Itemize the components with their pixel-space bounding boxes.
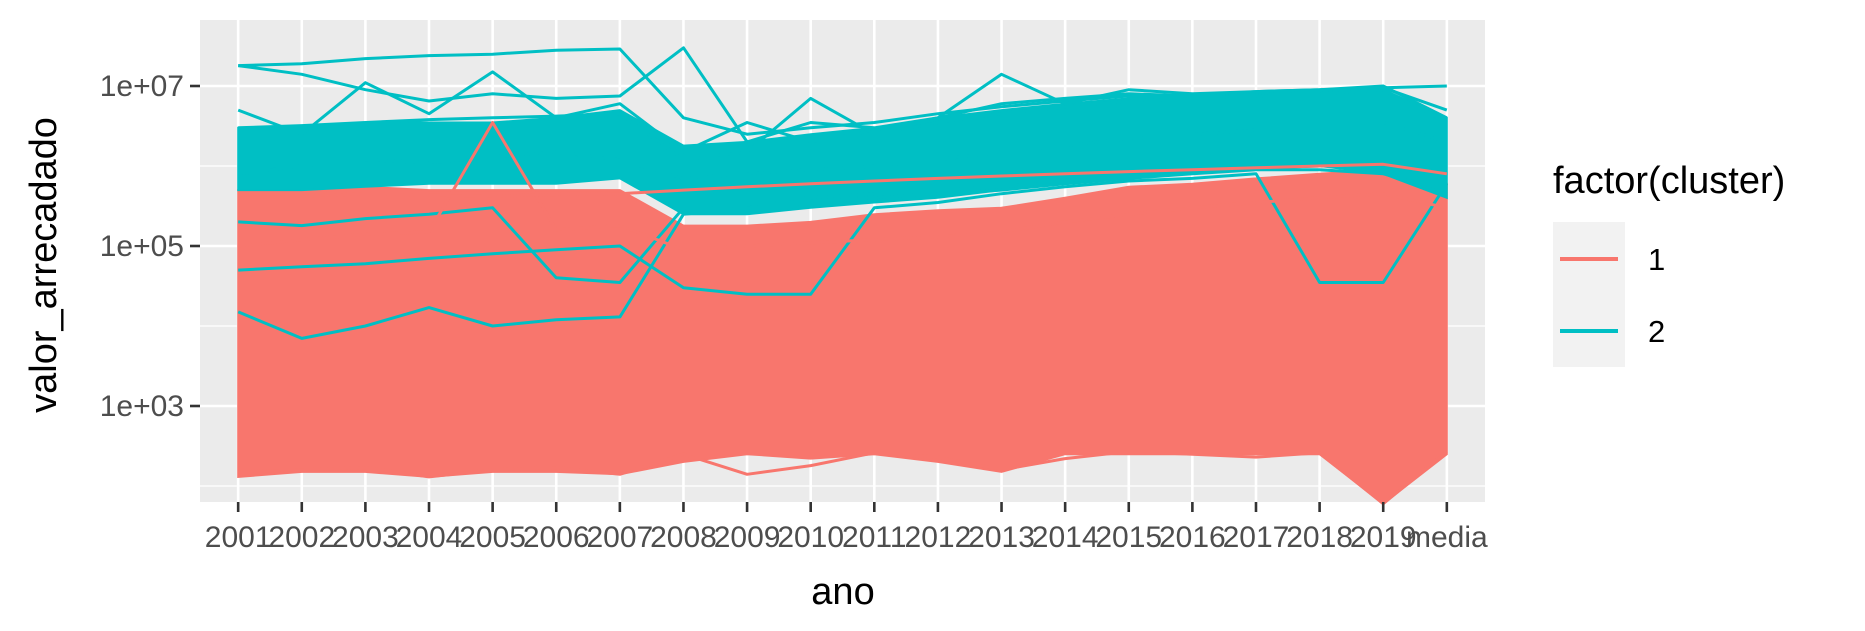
x-tick-label: 2004 — [396, 521, 463, 554]
x-tick-label: 2013 — [968, 521, 1035, 554]
cluster-1-band — [237, 168, 1448, 505]
plot-panel — [200, 20, 1485, 506]
series-line-cluster-1 — [238, 162, 1448, 200]
x-tick-label: 2005 — [459, 521, 526, 554]
series-line-cluster-2 — [237, 168, 1448, 340]
x-tick-label: 2015 — [1095, 521, 1162, 554]
x-axis: 2001200220032004200520062007200820092010… — [205, 502, 1488, 554]
legend: factor(cluster) 1 2 — [1553, 160, 1785, 367]
x-tick-label: 2007 — [586, 521, 653, 554]
x-tick-label: 2014 — [1032, 521, 1099, 554]
series-line-cluster-2 — [238, 121, 1448, 180]
legend-title: factor(cluster) — [1553, 160, 1785, 202]
x-tick-label: 2012 — [905, 521, 972, 554]
series-line-cluster-2 — [237, 70, 1447, 154]
x-axis-title: ano — [811, 571, 874, 613]
x-tick-label: media — [1406, 521, 1488, 554]
x-tick-label: 2003 — [332, 521, 399, 554]
y-tick-label: 1e+03 — [100, 390, 184, 423]
series-lines — [237, 46, 1449, 506]
legend-label-1: 1 — [1648, 242, 1665, 277]
x-tick-label: 2006 — [523, 521, 590, 554]
y-axis: 1e+03 1e+05 1e+07 — [100, 70, 200, 423]
x-tick-label: 2001 — [205, 521, 272, 554]
cluster-2-band — [237, 88, 1448, 216]
y-tick-label: 1e+07 — [100, 70, 184, 103]
x-tick-label: 2008 — [650, 521, 717, 554]
x-tick-label: 2011 — [842, 521, 907, 554]
series-line-cluster-2 — [238, 172, 1449, 296]
series-line-cluster-1 — [238, 450, 1448, 506]
x-tick-label: 2009 — [714, 521, 781, 554]
x-tick-label: 2002 — [268, 521, 335, 554]
legend-label-2: 2 — [1648, 314, 1665, 349]
legend-key-background — [1553, 222, 1625, 367]
x-tick-label: 2018 — [1286, 521, 1353, 554]
series-line-cluster-2 — [238, 88, 1448, 162]
x-tick-label: 2019 — [1350, 521, 1417, 554]
y-axis-title: valor_arrecadado — [23, 117, 65, 413]
x-tick-label: 2010 — [777, 521, 844, 554]
x-tick-label: 2016 — [1159, 521, 1226, 554]
series-line-cluster-1 — [238, 121, 1448, 252]
y-tick-label: 1e+05 — [100, 230, 184, 263]
x-tick-label: 2017 — [1223, 521, 1290, 554]
